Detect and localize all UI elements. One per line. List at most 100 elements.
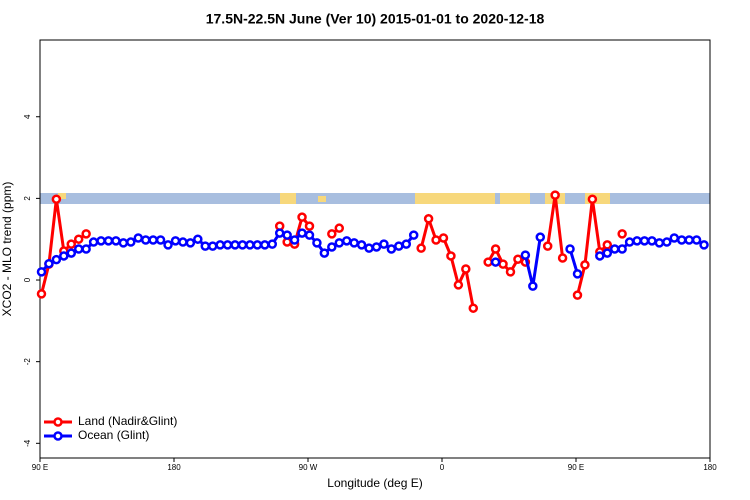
land-patch <box>500 193 530 204</box>
series-point <box>371 242 382 252</box>
series-point <box>73 234 84 244</box>
series-point <box>364 243 374 253</box>
series-point <box>468 303 479 313</box>
series-point <box>379 239 389 249</box>
x-tick-label: 180 <box>167 463 181 472</box>
series-point <box>565 244 575 254</box>
series-point <box>617 244 627 254</box>
series-point <box>431 235 441 245</box>
legend-label: Land (Nadir&Glint) <box>78 414 177 428</box>
series-point <box>490 244 501 254</box>
series-point <box>222 240 233 250</box>
land-patch <box>585 193 610 204</box>
series-point <box>297 212 307 222</box>
series-point <box>185 238 196 248</box>
series-point <box>669 233 680 243</box>
series-point <box>178 237 188 247</box>
y-tick-label: 4 <box>23 114 32 119</box>
series-point <box>207 241 218 251</box>
ocean-band <box>40 193 710 204</box>
series-point <box>587 194 598 204</box>
map-strip <box>40 193 710 204</box>
series-point <box>639 236 650 246</box>
series-point <box>200 241 211 251</box>
land-patch <box>318 196 326 202</box>
series-point <box>386 244 397 254</box>
series-point <box>602 248 613 258</box>
series-point <box>252 240 263 250</box>
series-point <box>274 228 285 238</box>
series-point <box>505 267 516 277</box>
y-tick-label: -4 <box>23 439 32 447</box>
series-point <box>572 290 583 300</box>
land-patch <box>58 193 66 199</box>
series-point <box>66 248 77 258</box>
series-point <box>133 233 144 243</box>
series-point <box>36 289 47 299</box>
series-point <box>416 243 426 253</box>
legend-marker <box>53 417 63 427</box>
series-point <box>155 235 166 245</box>
series-point <box>267 239 278 249</box>
series-point <box>140 235 151 245</box>
series-point <box>632 236 642 246</box>
series-point <box>602 240 613 250</box>
series-point <box>520 250 531 260</box>
series-point <box>163 240 173 250</box>
series-point <box>446 251 456 261</box>
series-point <box>542 241 553 251</box>
series-point <box>557 253 568 263</box>
series-point <box>126 237 136 247</box>
series-point <box>88 237 99 247</box>
series-point <box>118 238 129 248</box>
series-point <box>103 236 114 246</box>
series-point <box>609 244 620 254</box>
series-point <box>461 264 471 274</box>
series-point <box>148 235 158 245</box>
series-point <box>699 240 709 250</box>
plot-frame <box>39 39 711 459</box>
series-point <box>662 237 672 247</box>
series-point <box>691 235 702 245</box>
series-point <box>193 234 203 244</box>
series-point <box>59 251 69 261</box>
series-point <box>36 267 47 277</box>
series-point <box>423 214 434 224</box>
series-point <box>215 240 225 250</box>
series-point <box>230 240 240 250</box>
y-tick-label: 2 <box>23 196 32 201</box>
land-patch <box>280 193 296 204</box>
series-point <box>327 229 337 239</box>
series-point <box>572 269 583 279</box>
series-point <box>349 238 359 248</box>
series-point <box>453 280 464 290</box>
series-point <box>237 240 248 250</box>
series-point <box>282 230 292 240</box>
series-point <box>66 239 77 249</box>
x-tick-label: 0 <box>440 463 445 472</box>
series-point <box>341 236 352 246</box>
x-tick-label: 180 <box>703 463 717 472</box>
series-point <box>304 221 315 231</box>
series-point <box>580 260 590 270</box>
series-point <box>260 240 270 250</box>
series-point <box>245 240 255 250</box>
chart-title: 17.5N-22.5N June (Ver 10) 2015-01-01 to … <box>206 11 545 27</box>
series-point <box>408 230 419 240</box>
series-point <box>81 229 91 239</box>
series-point <box>304 230 315 240</box>
series-point <box>289 235 300 245</box>
y-axis-label: XCO2 - MLO trend (ppm) <box>0 182 14 317</box>
series-point <box>394 241 404 251</box>
series-point <box>319 248 330 258</box>
series-point <box>334 238 345 248</box>
legend-label: Ocean (Glint) <box>78 428 149 442</box>
series-point <box>401 239 412 249</box>
x-tick-label: 90 E <box>32 463 48 472</box>
series-point <box>96 236 106 246</box>
series-point <box>684 235 694 245</box>
series-point <box>654 238 665 248</box>
series-point <box>356 240 367 250</box>
series-point <box>51 254 62 265</box>
series-point <box>490 257 501 267</box>
